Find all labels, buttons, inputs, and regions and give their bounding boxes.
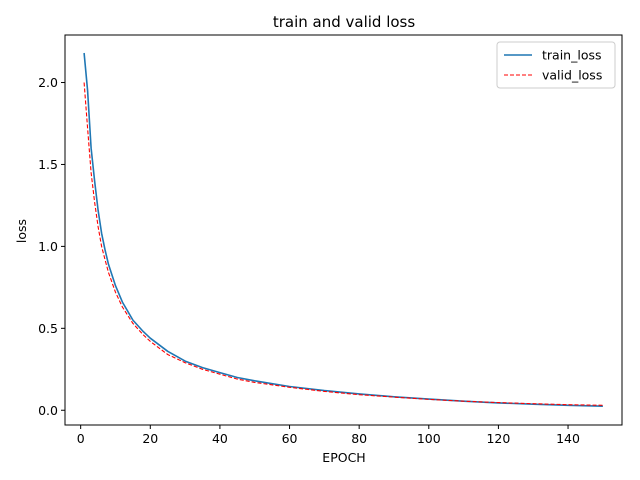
plot-frame (64, 34, 623, 426)
y-tick-label: 1.0 (38, 239, 58, 254)
x-tick-label: 100 (417, 431, 441, 446)
x-axis-title: EPOCH (322, 450, 365, 465)
x-tick-label: 120 (486, 431, 510, 446)
valid_loss-line (83, 82, 603, 406)
x-tick-label: 140 (556, 431, 580, 446)
y-tick-label: 0.0 (38, 403, 58, 418)
legend: train_loss valid_loss (496, 41, 616, 89)
x-tick-label: 20 (142, 431, 158, 446)
y-axis-title: loss (14, 219, 29, 243)
chart-title: train and valid loss (273, 13, 416, 31)
y-tick-label: 1.5 (38, 157, 58, 172)
legend-label-valid_loss: valid_loss (542, 68, 602, 83)
x-tick-label: 60 (282, 431, 298, 446)
x-tick-label: 0 (77, 431, 85, 446)
y-tick-label: 0.5 (38, 321, 58, 336)
y-tick-label: 2.0 (38, 75, 58, 90)
legend-box (496, 41, 616, 89)
legend-label-train_loss: train_loss (542, 48, 602, 63)
tick-layer: 0 20 40 60 80 100 120 140 0.0 0.5 1.0 1.5 2.0 (38, 75, 580, 446)
series-layer (83, 52, 603, 407)
x-tick-label: 80 (351, 431, 367, 446)
x-tick-label: 40 (212, 431, 228, 446)
